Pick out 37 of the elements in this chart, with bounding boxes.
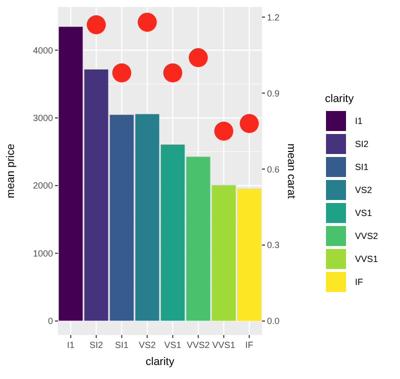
y-axis-title: mean price (5, 144, 17, 198)
point (163, 63, 182, 82)
x-tick-label: VS1 (164, 340, 182, 350)
x-tick-label: VVS2 (186, 340, 210, 350)
point (240, 114, 259, 134)
x-axis-title: clarity (146, 356, 175, 368)
legend-label: SI2 (355, 139, 369, 150)
legend-label: IF (355, 277, 364, 288)
y-tick-label: 0 (48, 316, 53, 326)
legend-label: VVS1 (355, 254, 378, 264)
legend-label: VS1 (355, 208, 372, 218)
y2-tick-label: 0.3 (267, 240, 280, 250)
y-tick-label: 3000 (32, 113, 53, 124)
legend-label: I1 (355, 116, 363, 126)
x-tick-label: SI1 (114, 340, 129, 350)
legend-title: clarity (325, 93, 354, 105)
point (86, 15, 106, 34)
x-tick-label: I1 (66, 340, 75, 350)
point (214, 122, 234, 141)
legend-label: VVS2 (355, 231, 378, 242)
x-tick-label: VVS1 (212, 340, 236, 350)
legend-label: VS2 (355, 185, 372, 196)
point (138, 12, 157, 32)
y2-tick-label: 0.9 (267, 88, 280, 98)
x-tick-label: SI2 (89, 340, 104, 350)
y2-tick-label: 0.0 (267, 316, 280, 326)
legend-label: SI1 (355, 162, 369, 172)
y-tick-label: 2000 (32, 180, 53, 191)
y2-tick-label: 1.2 (267, 12, 280, 22)
point (112, 63, 132, 82)
x-tick-label: VS2 (138, 340, 156, 350)
x-tick-label: IF (245, 340, 254, 350)
point (188, 48, 208, 68)
y2-tick-label: 0.6 (267, 164, 280, 174)
y2-axis-title: mean carat (285, 143, 297, 199)
y-tick-label: 1000 (32, 248, 53, 258)
y-tick-label: 4000 (32, 45, 53, 56)
